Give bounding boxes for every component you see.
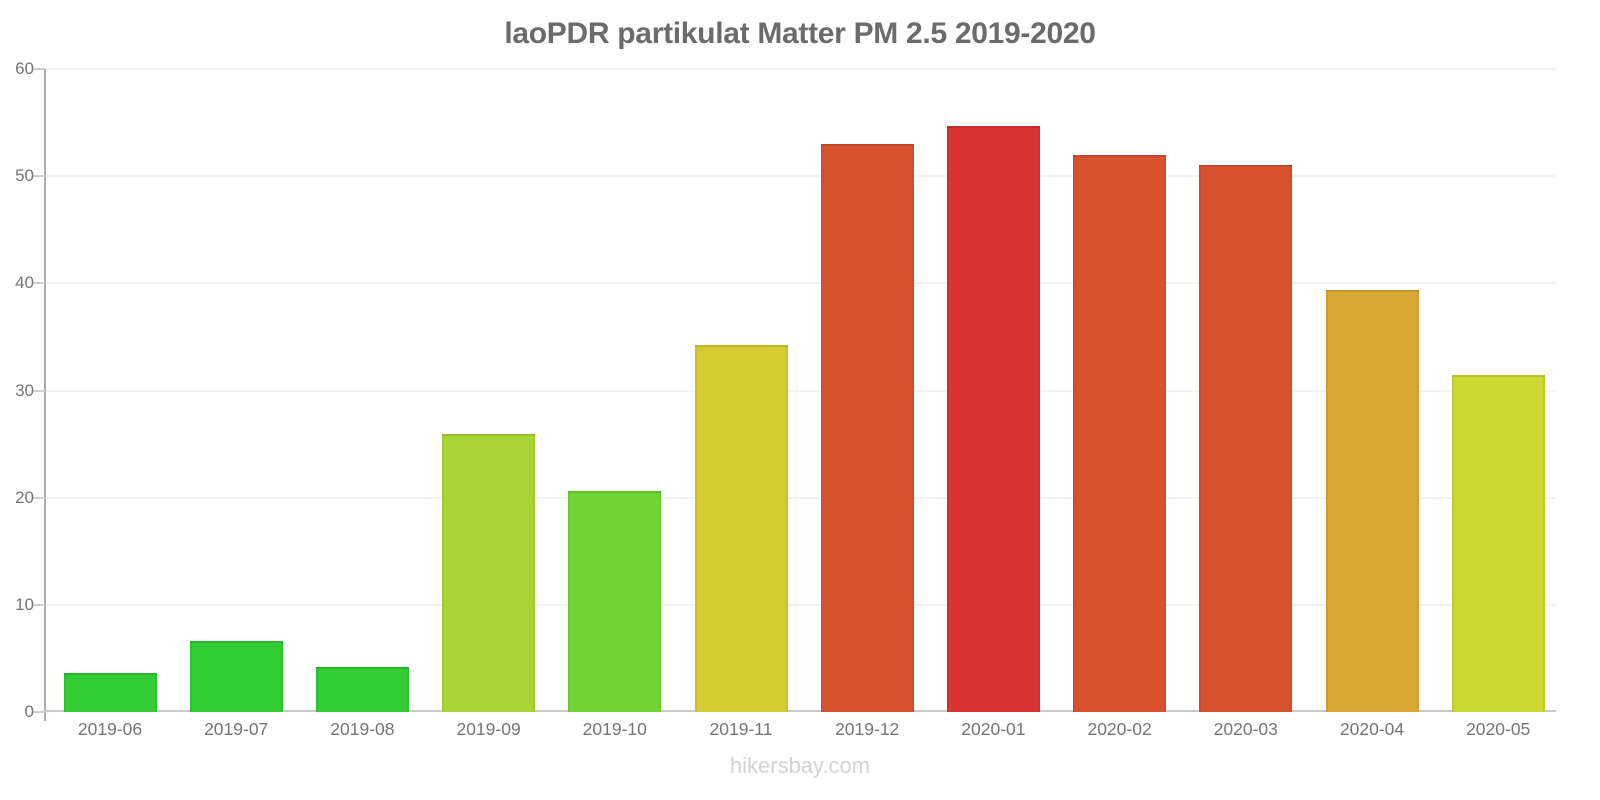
y-tick-label-10: 10 (15, 594, 34, 614)
y-tick-label-30: 30 (15, 380, 34, 400)
bar-2020-04 (1325, 289, 1419, 712)
bar-2019-10 (568, 491, 662, 712)
bar-2019-11 (694, 345, 788, 712)
x-tick-label-2019-11: 2019-11 (709, 719, 773, 739)
x-axis-line (45, 710, 1556, 712)
bar-2019-08 (315, 666, 409, 712)
x-tick-label-2019-06: 2019-06 (77, 719, 143, 739)
x-tick-label-2019-10: 2019-10 (582, 719, 647, 739)
gridline-30 (46, 389, 1556, 392)
bar-2020-05 (1451, 375, 1545, 712)
y-tick-label-0: 0 (24, 702, 34, 721)
gridline-40 (46, 282, 1556, 285)
x-tick-label-2019-07: 2019-07 (204, 719, 269, 739)
gridline-60 (46, 68, 1556, 70)
x-tick-label-2020-03: 2020-03 (1213, 719, 1278, 739)
watermark: hikersbay.com (729, 753, 871, 778)
bar-2020-02 (1073, 154, 1167, 712)
y-tick-label-50: 50 (15, 166, 34, 186)
y-tick-0 (33, 711, 45, 713)
gridline-50 (46, 175, 1556, 178)
bar-2019-07 (189, 641, 283, 712)
x-tick-label-2020-04: 2020-04 (1339, 719, 1405, 739)
gridline-10 (46, 603, 1556, 606)
y-tick-label-40: 40 (15, 273, 34, 293)
y-tick-label-20: 20 (15, 487, 34, 507)
y-tick-20 (33, 496, 45, 499)
x-tick-label-2020-02: 2020-02 (1087, 719, 1152, 739)
gridline-20 (46, 496, 1556, 499)
x-tick-label-2019-08: 2019-08 (330, 719, 395, 739)
bar-2020-03 (1199, 165, 1293, 712)
x-tick-label-2020-05: 2020-05 (1466, 719, 1531, 739)
y-tick-10 (33, 603, 45, 606)
y-tick-50 (33, 175, 45, 178)
bar-2019-06 (63, 673, 157, 712)
x-tick-label-2019-09: 2019-09 (456, 719, 521, 739)
chart-title: laoPDR partikulat Matter PM 2.5 2019-202… (504, 17, 1096, 50)
y-tick-40 (33, 282, 45, 285)
y-axis-line (44, 69, 46, 721)
x-tick-label-2020-01: 2020-01 (961, 719, 1026, 739)
bar-2020-01 (946, 125, 1040, 712)
bar-2019-12 (820, 144, 914, 712)
y-tick-60 (33, 68, 45, 70)
x-tick-label-2019-12: 2019-12 (835, 719, 900, 739)
bar-2019-09 (442, 434, 536, 712)
y-tick-label-60: 60 (15, 59, 34, 78)
y-tick-30 (33, 389, 45, 392)
